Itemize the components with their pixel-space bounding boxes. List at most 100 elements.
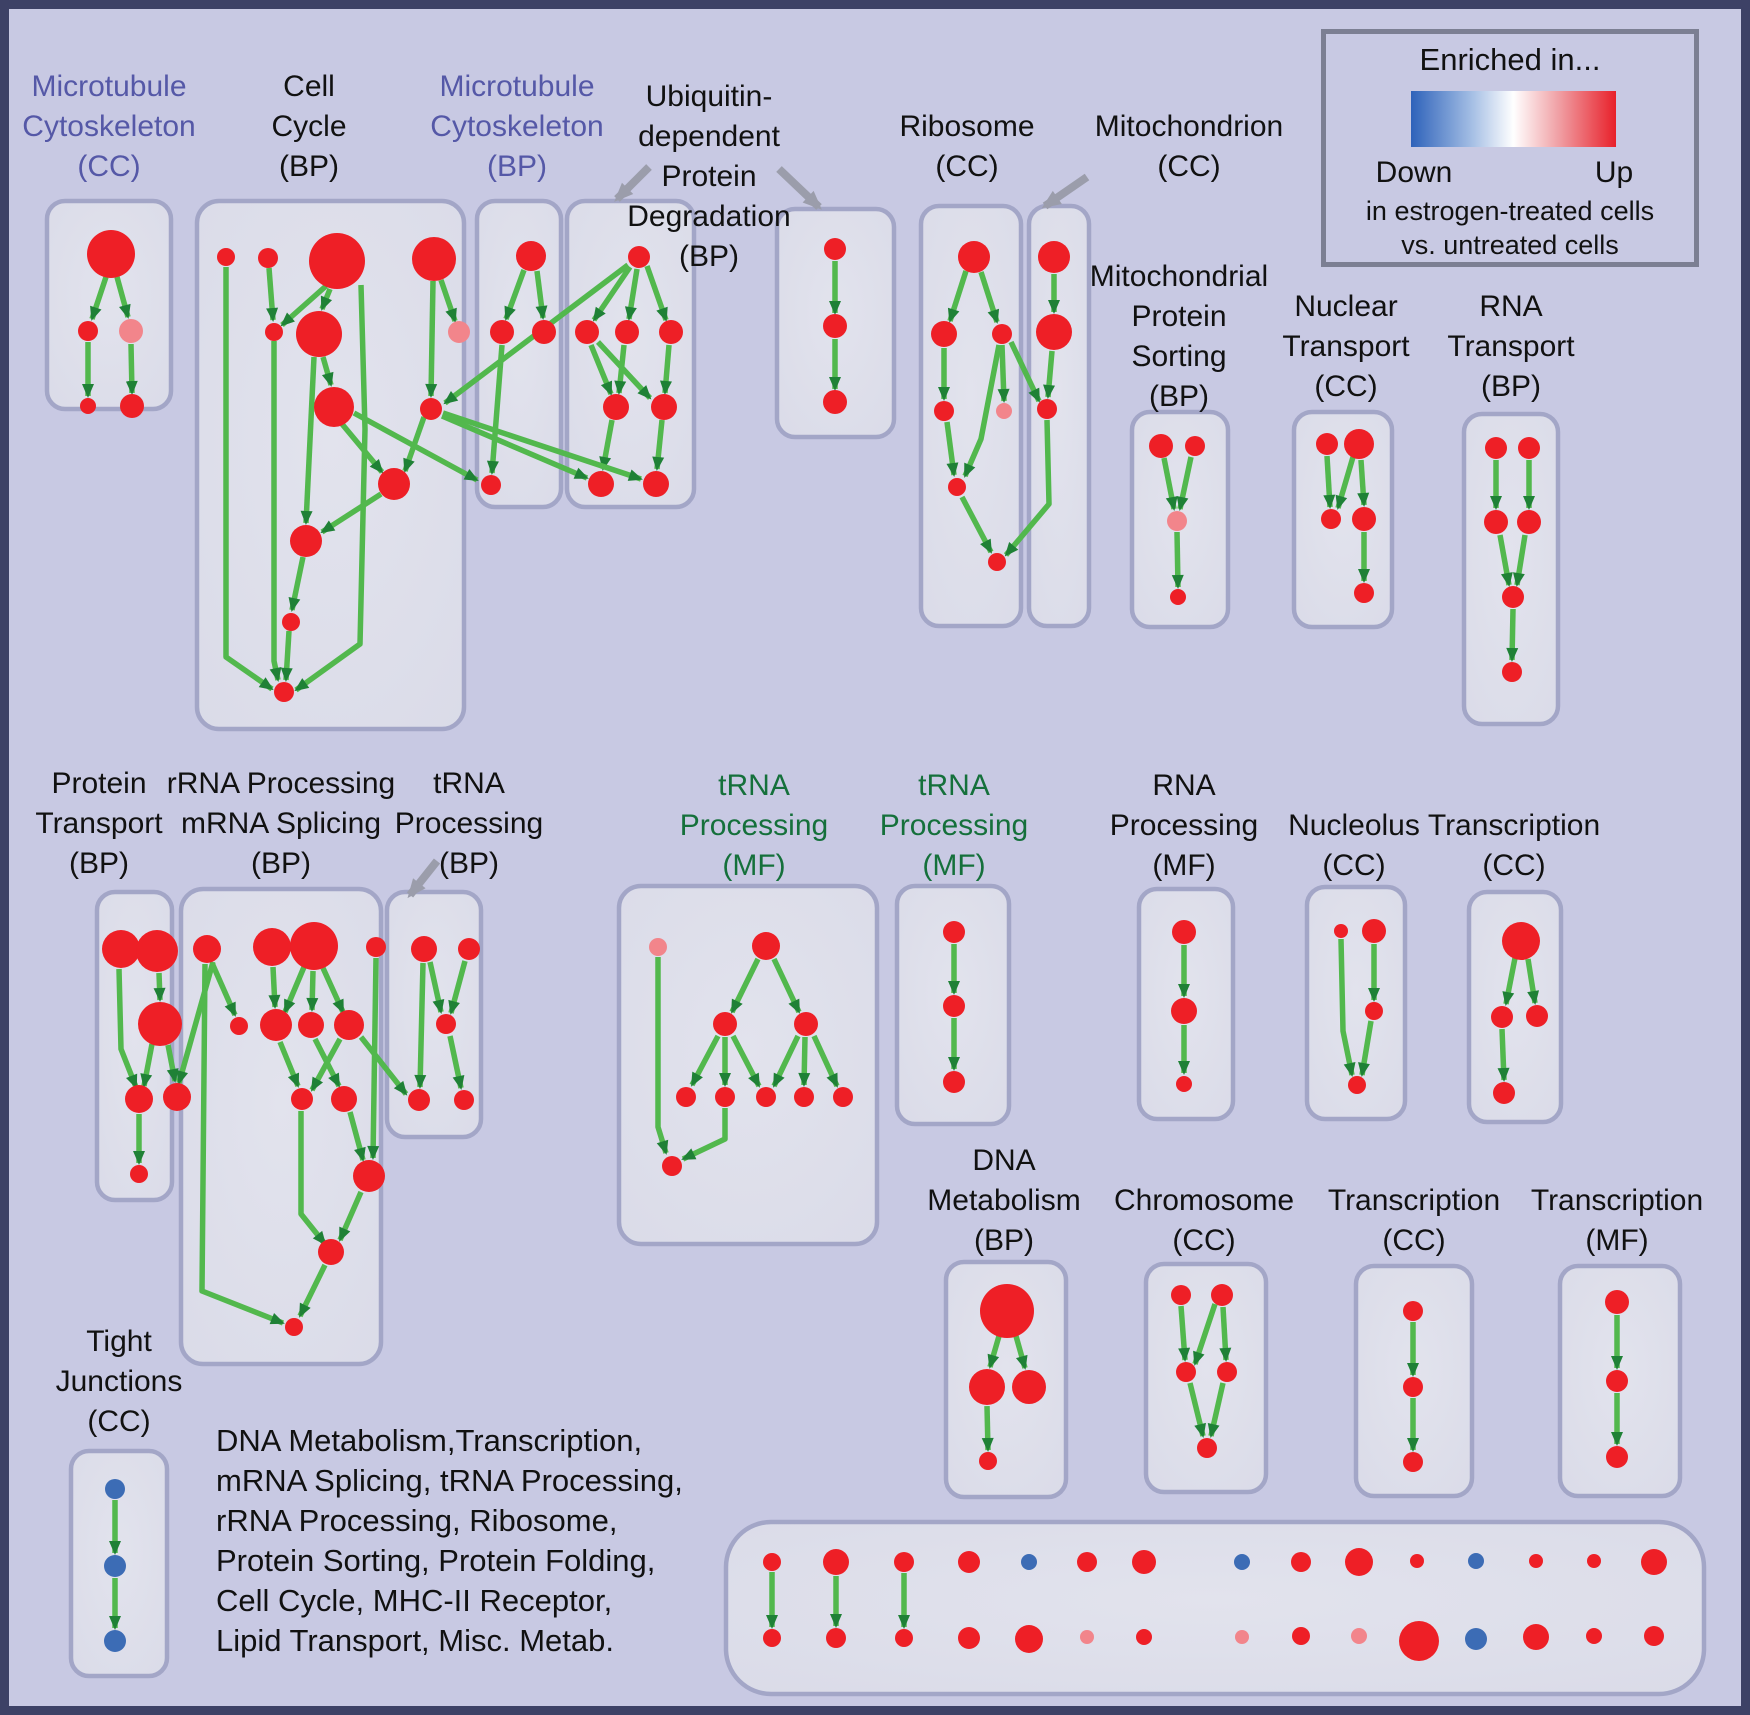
cluster-label-line: (MF) [722,849,786,882]
edge-microtubule-bp [503,269,527,321]
legend-up-label: Up [1594,156,1634,189]
edge-cell-cycle [339,422,385,474]
gene-node-cell-cycle [314,387,354,427]
gene-node-trna-processing-bp [436,1014,456,1034]
gene-node-nuclear-transport [1316,433,1338,455]
gene-node-misc-terms [895,1629,913,1647]
gene-node-misc-terms [1136,1629,1152,1645]
edge-trna-processing-mf-1 [655,957,669,1155]
edge-ribosome [978,271,1000,324]
cluster-label-line: Nucleolus [1288,809,1420,842]
cluster-label-line: RNA [1152,769,1216,802]
gene-node-misc-terms [1234,1554,1250,1570]
edge-ribosome [944,421,959,477]
gene-node-transcription-cc-mid [1526,1005,1548,1027]
gene-node-transcription-mf [1605,1290,1629,1314]
gene-node-rrna-processing-mrna-splicing [260,1009,292,1041]
cluster-label-transcription-cc-mid: Transcription (CC) [1294,806,1734,886]
edge-cell-cycle [320,491,383,535]
gene-node-dna-metabolism [1012,1370,1046,1404]
gene-node-tight-junctions [104,1555,126,1577]
edge-dna-metabolism [1013,1335,1028,1370]
gene-node-trna-processing-mf-1 [713,1012,737,1036]
gene-node-cell-cycle [217,248,235,266]
gene-node-rrna-processing-mrna-splicing [334,1010,364,1040]
gene-node-trna-processing-mf-1 [649,938,667,956]
gene-node-misc-terms [763,1553,781,1571]
cluster-label-line: Degradation [627,200,791,233]
edge-ribosome [959,495,994,554]
cluster-label-line: Ribosome [899,110,1035,143]
gene-node-cell-cycle [378,468,410,500]
gene-node-transcription-mf [1606,1446,1628,1468]
gene-node-misc-terms [1345,1548,1373,1576]
gene-node-ribosome [996,403,1012,419]
annotation-line: mRNA Splicing, tRNA Processing, [216,1463,683,1498]
gene-node-misc-terms [1529,1554,1543,1568]
edge-protein-transport [116,968,139,1089]
edge-cell-cycle [438,279,458,323]
gene-node-microtubule-cc [120,394,144,418]
edge-cell-cycle [320,356,334,387]
gene-node-ubiquitin-degradation-2 [824,238,846,260]
edge-nucleolus [1358,1020,1374,1077]
cluster-box-nucleolus [1304,884,1408,1122]
gene-node-trna-processing-mf-1 [662,1156,682,1176]
edge-cell-cycle [280,630,293,682]
nodes-layer [78,230,1667,1661]
cluster-label-line: (CC) [87,1405,151,1438]
edge-transcription-cc-mid [1502,957,1518,1006]
cluster-label-line: Protein [51,767,147,800]
cluster-label-line: (BP) [974,1224,1034,1257]
gene-node-transcription-cc-mid [1493,1082,1515,1104]
gene-node-misc-terms [826,1628,846,1648]
gene-node-misc-terms [1587,1554,1601,1568]
label-pointer-arrow [776,166,822,210]
edge-cell-cycle [300,356,317,525]
gene-node-trna-processing-mf-2 [943,1071,965,1093]
gene-node-ubiquitin-degradation [588,471,614,497]
cluster-label-mitochondrial-protein-sorting: Mitochondrial Protein Sorting (BP) [959,257,1399,417]
gene-node-cell-cycle [290,525,322,557]
cluster-label-microtubule-cc: Microtubule Cytoskeleton (CC) [9,67,329,187]
edge-rrna-processing-mrna-splicing [199,963,285,1326]
gene-node-trna-processing-mf-1 [752,932,780,960]
gene-node-misc-terms [823,1549,849,1575]
edge-trna-processing-bp [414,962,427,1089]
gene-node-misc-terms [1399,1621,1439,1661]
cluster-box-rna-transport [1461,411,1561,727]
legend-subtitle-2: vs. untreated cells [1401,230,1619,260]
annotation-line: rRNA Processing, Ribosome, [216,1503,618,1538]
gene-node-ubiquitin-degradation [575,320,599,344]
cluster-label-line: Nuclear [1294,290,1398,323]
gene-node-trna-processing-bp [458,938,480,960]
cluster-label-trna-processing-mf-2: tRNA Processing (MF) [734,766,1174,886]
edge-ubiquitin-degradation [644,265,669,322]
cluster-label-line: Processing [879,809,1029,842]
cluster-label-line: Mitochondrion [1094,110,1284,143]
cluster-label-line: (BP) [439,847,499,880]
cluster-label-line: Sorting [1131,340,1227,373]
gene-node-microtubule-cc [119,319,143,343]
gene-node-cell-cycle [274,682,294,702]
edge-rna-transport [1506,608,1519,662]
edge-chromosome [1178,1305,1191,1362]
gene-node-protein-transport [130,1165,148,1183]
gene-node-ribosome [992,324,1012,344]
edge-rrna-processing-mrna-splicing [337,1190,364,1242]
edge-rna-transport [1497,534,1513,587]
gene-node-chromosome [1197,1438,1217,1458]
edges-layer [82,164,1623,1630]
cluster-label-line: Transcription [1327,1184,1501,1217]
gene-node-protein-transport [163,1083,191,1111]
gene-node-chromosome [1211,1284,1233,1306]
gene-node-misc-terms [1644,1626,1664,1646]
gene-node-ubiquitin-degradation [651,394,677,420]
edge-dna-metabolism [981,1405,994,1452]
gene-node-trna-processing-mf-1 [794,1012,818,1036]
edge-mitochondrial-protein-sorting [1171,531,1184,589]
edge-nuclear-transport [1335,456,1356,510]
gene-node-trna-processing-bp [454,1090,474,1110]
legend-subtitle-1: in estrogen-treated cells [1365,196,1655,226]
